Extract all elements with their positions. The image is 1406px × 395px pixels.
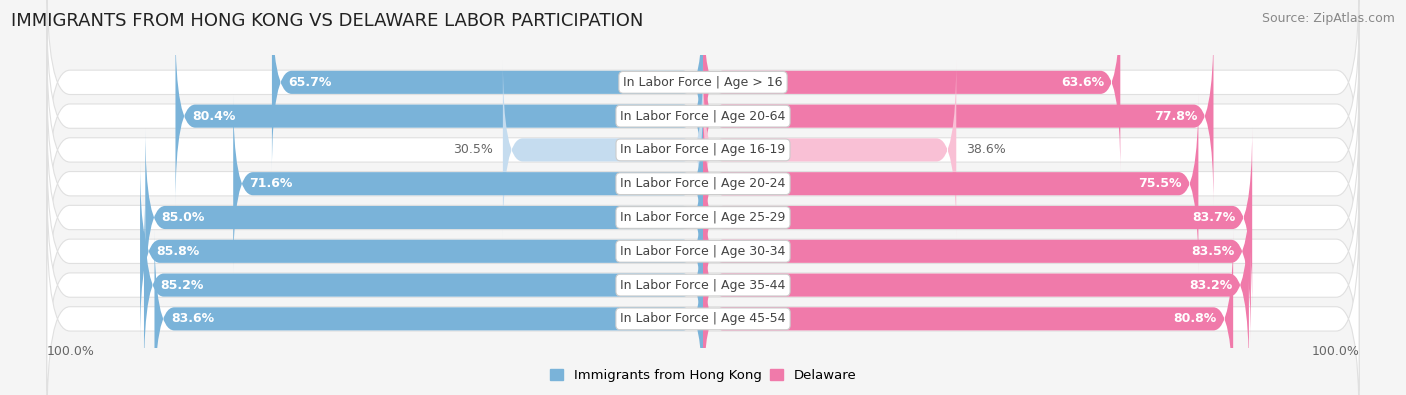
Text: 77.8%: 77.8%: [1154, 110, 1197, 122]
FancyBboxPatch shape: [46, 44, 1360, 256]
FancyBboxPatch shape: [46, 179, 1360, 391]
Text: 38.6%: 38.6%: [966, 143, 1005, 156]
Text: 83.5%: 83.5%: [1191, 245, 1234, 258]
FancyBboxPatch shape: [703, 229, 1233, 395]
Text: 85.2%: 85.2%: [160, 278, 204, 292]
Text: 30.5%: 30.5%: [453, 143, 494, 156]
Text: Source: ZipAtlas.com: Source: ZipAtlas.com: [1261, 12, 1395, 25]
Text: 83.2%: 83.2%: [1189, 278, 1233, 292]
Text: In Labor Force | Age 45-54: In Labor Force | Age 45-54: [620, 312, 786, 325]
Text: In Labor Force | Age > 16: In Labor Force | Age > 16: [623, 76, 783, 89]
FancyBboxPatch shape: [703, 0, 1121, 172]
FancyBboxPatch shape: [46, 111, 1360, 324]
FancyBboxPatch shape: [176, 26, 703, 206]
FancyBboxPatch shape: [703, 60, 956, 240]
FancyBboxPatch shape: [143, 195, 703, 375]
Text: 65.7%: 65.7%: [288, 76, 332, 89]
Text: 100.0%: 100.0%: [46, 345, 94, 358]
Text: 85.8%: 85.8%: [156, 245, 200, 258]
FancyBboxPatch shape: [141, 162, 703, 341]
FancyBboxPatch shape: [145, 128, 703, 307]
FancyBboxPatch shape: [703, 162, 1251, 341]
Text: 85.0%: 85.0%: [162, 211, 205, 224]
Text: In Labor Force | Age 25-29: In Labor Force | Age 25-29: [620, 211, 786, 224]
FancyBboxPatch shape: [46, 213, 1360, 395]
Text: In Labor Force | Age 30-34: In Labor Force | Age 30-34: [620, 245, 786, 258]
FancyBboxPatch shape: [155, 229, 703, 395]
FancyBboxPatch shape: [233, 94, 703, 273]
Text: 80.8%: 80.8%: [1174, 312, 1216, 325]
FancyBboxPatch shape: [703, 94, 1198, 273]
Text: In Labor Force | Age 20-64: In Labor Force | Age 20-64: [620, 110, 786, 122]
Text: 63.6%: 63.6%: [1060, 76, 1104, 89]
Text: IMMIGRANTS FROM HONG KONG VS DELAWARE LABOR PARTICIPATION: IMMIGRANTS FROM HONG KONG VS DELAWARE LA…: [11, 12, 644, 30]
Text: 100.0%: 100.0%: [1312, 345, 1360, 358]
FancyBboxPatch shape: [703, 26, 1213, 206]
FancyBboxPatch shape: [703, 128, 1253, 307]
FancyBboxPatch shape: [46, 10, 1360, 222]
FancyBboxPatch shape: [503, 60, 703, 240]
Text: 83.7%: 83.7%: [1192, 211, 1236, 224]
FancyBboxPatch shape: [703, 195, 1249, 375]
Text: 71.6%: 71.6%: [250, 177, 292, 190]
Text: In Labor Force | Age 16-19: In Labor Force | Age 16-19: [620, 143, 786, 156]
FancyBboxPatch shape: [46, 0, 1360, 188]
Text: 80.4%: 80.4%: [191, 110, 235, 122]
Text: 83.6%: 83.6%: [172, 312, 214, 325]
FancyBboxPatch shape: [46, 145, 1360, 357]
Text: 75.5%: 75.5%: [1139, 177, 1182, 190]
Text: In Labor Force | Age 35-44: In Labor Force | Age 35-44: [620, 278, 786, 292]
Text: In Labor Force | Age 20-24: In Labor Force | Age 20-24: [620, 177, 786, 190]
Legend: Immigrants from Hong Kong, Delaware: Immigrants from Hong Kong, Delaware: [544, 364, 862, 388]
FancyBboxPatch shape: [271, 0, 703, 172]
FancyBboxPatch shape: [46, 77, 1360, 290]
